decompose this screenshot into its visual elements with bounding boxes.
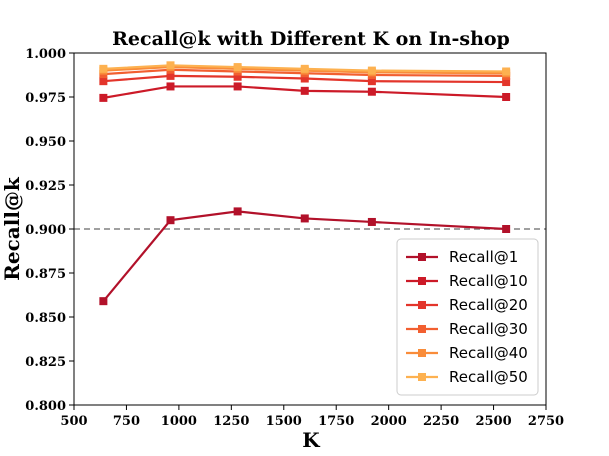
- data-point: [502, 67, 511, 76]
- series-line-4: [103, 68, 507, 77]
- data-point: [233, 207, 242, 216]
- x-tick-label: 1500: [266, 414, 302, 429]
- x-tick-label: 1000: [161, 414, 197, 429]
- data-point: [166, 82, 175, 91]
- x-axis-label: K: [302, 428, 320, 452]
- series-line-5: [103, 65, 507, 75]
- legend-marker-6: [418, 373, 426, 381]
- data-point: [367, 217, 376, 226]
- legend-label-3: Recall@20: [449, 296, 528, 314]
- data-point: [233, 82, 242, 91]
- data-point: [502, 78, 511, 87]
- data-point: [99, 77, 108, 86]
- legend: Recall@1 Recall@10 Recall@20 Recall@30 Recal…: [396, 238, 539, 396]
- y-tick-label: 0.800: [25, 399, 66, 414]
- legend-label-1: Recall@1: [449, 248, 518, 266]
- x-tick-label: 2500: [475, 414, 511, 429]
- y-tick-label: 0.875: [25, 267, 66, 282]
- data-point: [502, 225, 511, 233]
- data-point: [502, 93, 511, 101]
- data-point: [99, 93, 108, 102]
- x-tick-label: 1750: [318, 414, 354, 429]
- data-point: [233, 63, 242, 72]
- data-point: [166, 216, 175, 225]
- data-point: [233, 72, 242, 81]
- data-point: [99, 64, 108, 73]
- x-tick-label: 2250: [423, 414, 459, 429]
- data-point: [99, 297, 108, 306]
- y-tick-label: 0.925: [25, 179, 66, 194]
- y-tick-label: 1.000: [25, 47, 66, 62]
- y-tick-label: 0.950: [25, 135, 66, 150]
- data-point: [367, 66, 376, 75]
- legend-marker-2: [418, 277, 426, 285]
- series-line-3: [103, 74, 507, 84]
- data-point: [166, 61, 175, 70]
- data-point: [300, 214, 309, 223]
- chart-title: Recall@k with Different K on In-shop: [112, 28, 510, 50]
- legend-label-4: Recall@30: [449, 320, 528, 338]
- legend-marker-3: [418, 301, 426, 309]
- x-tick-label: 2000: [371, 414, 407, 429]
- x-tick-label: 2750: [528, 414, 564, 429]
- legend-label-2: Recall@10: [449, 272, 528, 290]
- y-axis-label: Recall@k: [0, 176, 24, 281]
- x-tick-label: 1250: [213, 414, 249, 429]
- data-point: [300, 64, 309, 73]
- data-point: [367, 77, 376, 86]
- data-point: [300, 86, 309, 95]
- series-layer: [99, 61, 511, 306]
- x-tick-label: 500: [60, 414, 87, 429]
- series-line-2: [103, 85, 507, 99]
- data-point: [166, 71, 175, 80]
- y-tick-label: 0.975: [25, 91, 66, 106]
- legend-label-5: Recall@40: [449, 344, 528, 362]
- legend-marker-5: [418, 349, 426, 357]
- legend-box: [396, 238, 539, 396]
- axes: 500 750 1000 1250 1500 1750 2000 2250 2500 2750 0.…: [25, 47, 564, 429]
- series-line-1: [102, 210, 507, 302]
- data-point: [367, 87, 376, 96]
- y-tick-label: 0.900: [25, 223, 66, 238]
- legend-label-6: Recall@50: [449, 368, 528, 386]
- series-line-6: [103, 64, 507, 73]
- y-tick-label: 0.850: [25, 311, 66, 326]
- data-point: [300, 74, 309, 83]
- y-tick-label: 0.825: [25, 355, 66, 370]
- x-tick-label: 750: [113, 414, 140, 429]
- legend-marker-1: [418, 253, 426, 261]
- legend-marker-4: [418, 325, 426, 333]
